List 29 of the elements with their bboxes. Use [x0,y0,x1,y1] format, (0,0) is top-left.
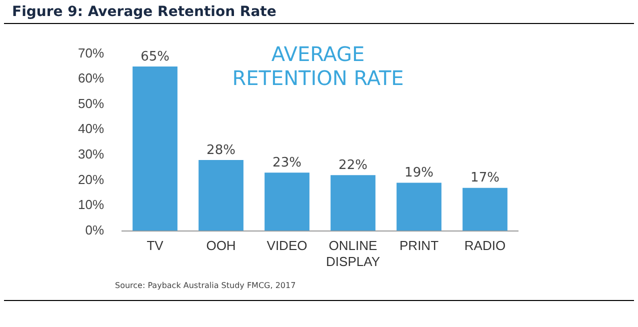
y-tick-label: 30% [78,146,104,162]
bar [396,182,442,231]
y-tick-label: 70% [78,45,104,60]
bar [462,188,508,231]
y-tick-label: 60% [78,70,104,86]
x-tick-label: VIDEO [266,238,308,254]
data-label: 22% [338,158,368,174]
source-note: Source: Payback Australia Study FMCG, 2017 [115,281,296,290]
x-tick-label: RADIO [464,238,506,254]
y-tick-label: 20% [78,172,104,187]
y-tick-label: 10% [78,197,104,212]
x-tick-label: TV [146,238,164,254]
x-tick-label: ONLINE DISPLAY [326,238,380,269]
data-label: 65% [140,49,170,64]
data-label: 28% [206,142,236,158]
x-tick-label: PRINT [400,238,439,254]
bar [132,66,178,231]
bar [264,172,310,231]
data-label: 23% [272,156,302,171]
y-tick-label: 0% [85,222,104,238]
y-tick-label: 50% [78,96,104,111]
chart-subtitle: AVERAGE RETENTION RATE [232,42,404,90]
y-tick-label: 40% [78,121,104,136]
chart-title: Figure 9: Average Retention Rate [12,4,276,20]
data-label: 17% [470,170,500,186]
bar [198,160,244,231]
data-label: 19% [404,166,434,181]
x-tick-label: OOH [206,238,236,254]
bar [330,175,376,231]
